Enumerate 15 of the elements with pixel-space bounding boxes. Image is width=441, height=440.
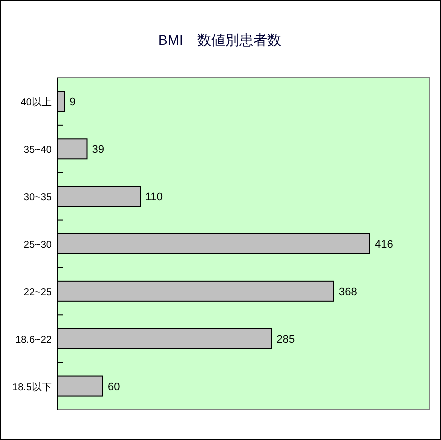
y-tick-label: 18.6~22 [16, 334, 52, 346]
y-tick-label: 22~25 [24, 287, 52, 298]
y-tick-label: 40以上 [20, 96, 52, 109]
data-label: 416 [375, 239, 394, 251]
y-tick-label: 18.5以下 [12, 381, 52, 394]
chart-title: BMI 数値別患者数 [158, 32, 282, 48]
data-label: 9 [70, 96, 76, 109]
data-label: 110 [146, 192, 164, 204]
data-label: 285 [276, 334, 296, 346]
data-label: 368 [339, 286, 358, 298]
y-tick-label: 30~35 [24, 192, 52, 204]
data-label: 39 [92, 144, 104, 156]
data-label: 60 [108, 381, 120, 394]
y-tick-label: 35~40 [24, 145, 52, 156]
y-tick-label: 25~30 [24, 240, 52, 251]
